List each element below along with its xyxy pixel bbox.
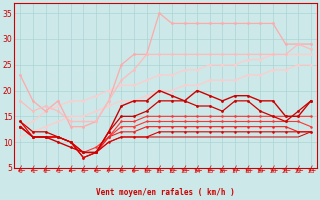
X-axis label: Vent moyen/en rafales ( km/h ): Vent moyen/en rafales ( km/h ) xyxy=(96,188,235,197)
